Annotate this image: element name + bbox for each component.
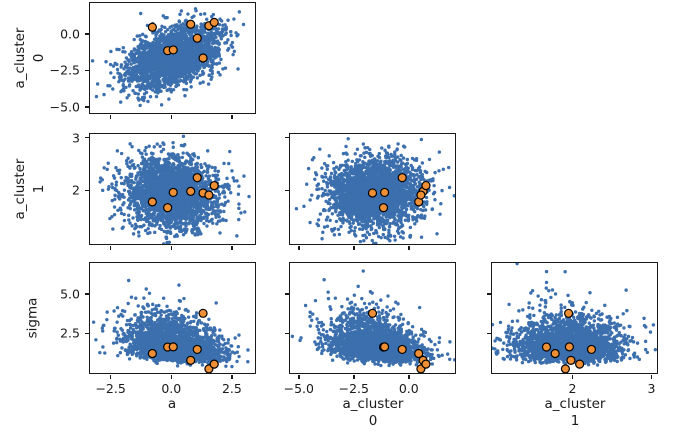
x-tick-label: 3 (647, 381, 656, 396)
y-tick-mark (284, 189, 289, 192)
y-tick-mark (486, 293, 491, 295)
scatter-panel-a_cluster_0-vs-a (88, 1, 256, 114)
x-tick-mark (109, 374, 112, 379)
y-tick-label: 0.0 (60, 26, 80, 42)
x-tick-mark (298, 245, 300, 250)
scatter-cloud-sigma-vs-a_cluster_0 (289, 262, 455, 373)
x-axis-label-line: a_cluster (342, 396, 404, 412)
scatter-cloud-sigma-vs-a (89, 262, 255, 373)
scatter-cloud-sigma-vs-a_cluster_1 (491, 262, 657, 373)
scatter-cloud-a_cluster_0-vs-a (89, 2, 255, 113)
x-tick-mark (170, 374, 173, 379)
x-axis-label-a-cluster-0: a_cluster 0 (343, 396, 404, 430)
y-tick-mark (284, 332, 289, 335)
y-tick-label: −2.5 (49, 62, 80, 78)
x-tick-mark (650, 374, 653, 379)
y-tick-mark (84, 293, 89, 295)
x-tick-label: 0.0 (398, 381, 419, 396)
y-tick-label: 2.5 (60, 325, 80, 341)
x-axis-label-a: a (168, 396, 176, 413)
y-tick-label: 2 (72, 182, 80, 198)
y-tick-mark (486, 332, 491, 335)
x-tick-mark (170, 245, 173, 250)
x-axis-label-line: 0 (368, 413, 378, 429)
x-tick-label: −5.0 (283, 381, 314, 396)
y-tick-mark (84, 136, 89, 139)
x-tick-mark (109, 245, 112, 250)
y-tick-label: 3 (72, 130, 80, 146)
x-tick-mark (353, 245, 355, 250)
x-tick-label: 2 (568, 381, 577, 396)
x-tick-label: −2.5 (338, 381, 369, 396)
x-tick-mark (109, 114, 112, 119)
y-tick-mark (84, 332, 89, 335)
scatter-cloud-a_cluster_1-vs-a_cluster_0 (289, 133, 455, 244)
x-axis-label-line: a (167, 396, 177, 412)
x-tick-mark (231, 114, 233, 119)
y-tick-label: 5.0 (60, 286, 80, 302)
x-tick-mark (571, 374, 574, 379)
x-tick-mark (408, 245, 410, 250)
scatter-panel-sigma-vs-a_cluster_0 (288, 261, 456, 374)
x-tick-mark (231, 245, 233, 250)
x-tick-label: 0.0 (161, 381, 182, 396)
x-tick-mark (170, 114, 173, 119)
y-tick-mark (284, 136, 289, 139)
x-tick-mark (408, 374, 410, 379)
y-tick-mark (284, 293, 289, 295)
y-tick-mark (84, 69, 89, 72)
x-axis-label-line: 1 (570, 413, 580, 429)
y-tick-mark (84, 106, 89, 108)
x-axis-label-line: a_cluster (544, 396, 606, 412)
x-tick-mark (353, 374, 355, 379)
scatter-panel-sigma-vs-a (88, 261, 256, 374)
scatter-panel-sigma-vs-a_cluster_1 (490, 261, 658, 374)
y-tick-label: −5.0 (49, 99, 80, 115)
x-axis-label-a-cluster-1: a_cluster 1 (545, 396, 606, 430)
y-tick-mark (84, 33, 89, 35)
x-tick-label: −2.5 (95, 381, 126, 396)
scatter-panel-a_cluster_1-vs-a_cluster_0 (288, 132, 456, 245)
x-tick-mark (231, 374, 233, 379)
scatter-cloud-a_cluster_1-vs-a (89, 133, 255, 244)
x-tick-mark (298, 374, 300, 379)
y-tick-mark (84, 189, 89, 192)
x-tick-label: 2.5 (221, 381, 242, 396)
scatter-panel-a_cluster_1-vs-a (88, 132, 256, 245)
